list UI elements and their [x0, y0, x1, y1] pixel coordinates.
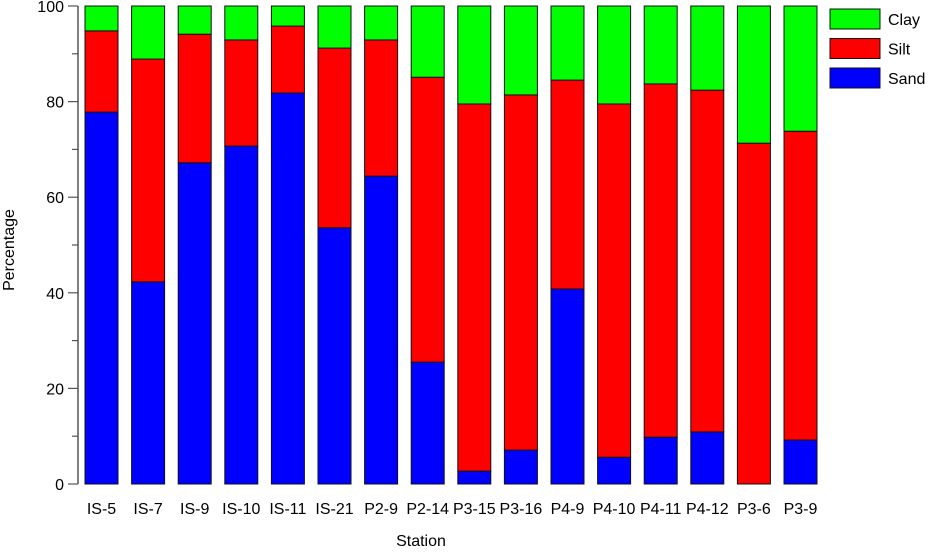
bar-sand-IS-5 [84, 111, 119, 485]
x-tick-label: IS-5 [87, 501, 116, 518]
bar-silt-IS-11 [270, 25, 305, 94]
bar-silt-P2-14 [410, 76, 445, 363]
bars-group [84, 5, 818, 485]
bar-silt-IS-9 [177, 33, 212, 164]
bar-clay-IS-11 [270, 5, 305, 27]
bar-clay-P3-6 [736, 5, 771, 144]
x-tick-label: P3-6 [737, 501, 771, 518]
bar-clay-IS-5 [84, 5, 119, 32]
y-tick-label: 0 [55, 477, 64, 494]
bar-sand-IS-11 [270, 92, 305, 485]
bar-sand-P3-15 [457, 470, 492, 485]
x-tick-label: P4-11 [640, 501, 682, 518]
bar-silt-IS-7 [131, 58, 166, 283]
bar-clay-IS-9 [177, 5, 212, 35]
y-tick-label: 60 [46, 190, 64, 207]
bar-silt-P3-6 [736, 142, 771, 485]
y-tick-label: 80 [46, 95, 64, 112]
bar-silt-IS-5 [84, 30, 119, 113]
bar-sand-P4-12 [690, 431, 725, 485]
bar-sand-P4-11 [643, 436, 678, 485]
x-tick-label: IS-11 [269, 501, 306, 518]
legend-label-clay: Clay [888, 12, 920, 29]
legend-label-silt: Silt [888, 42, 911, 59]
x-tick-label: P3-15 [453, 501, 496, 518]
bar-silt-P3-15 [457, 103, 492, 472]
bar-sand-P4-9 [550, 288, 585, 485]
x-tick-label: IS-7 [133, 501, 162, 518]
y-axis-title: Percentage [1, 209, 18, 291]
bar-sand-IS-21 [317, 227, 352, 485]
bar-silt-P3-9 [783, 130, 818, 441]
x-tick-label: P3-9 [784, 501, 818, 518]
x-tick-label: IS-9 [180, 501, 209, 518]
y-tick-label: 20 [46, 381, 64, 398]
bar-clay-P4-11 [643, 5, 678, 85]
bar-clay-P2-14 [410, 5, 445, 78]
bar-silt-P4-11 [643, 83, 678, 438]
legend: Clay Silt Sand [829, 8, 925, 89]
x-tick-label: P4-12 [686, 501, 729, 518]
y-axis: 0 20 40 60 80 100 [37, 0, 79, 494]
bar-silt-P4-9 [550, 79, 585, 290]
y-tick-label: 100 [37, 0, 64, 16]
bar-clay-P3-16 [503, 5, 538, 96]
bar-clay-P3-9 [783, 5, 818, 132]
x-axis-title: Station [396, 533, 446, 548]
y-tick-label: 40 [46, 286, 64, 303]
bar-sand-P2-9 [364, 175, 399, 485]
bar-clay-IS-7 [131, 5, 166, 60]
bar-clay-P2-9 [364, 5, 399, 41]
x-tick-labels: IS-5 IS-7 IS-9 IS-10 IS-11 IS-21 P2-9 P2-14 P3-1… [87, 501, 818, 518]
bar-sand-P2-14 [410, 361, 445, 485]
bar-clay-IS-10 [224, 5, 259, 41]
bar-sand-P3-9 [783, 439, 818, 485]
bar-silt-IS-21 [317, 47, 352, 229]
bar-clay-P3-15 [457, 5, 492, 105]
bar-clay-P4-9 [550, 5, 585, 81]
bar-clay-P4-12 [690, 5, 725, 91]
bar-sand-IS-10 [224, 145, 259, 485]
bar-silt-P2-9 [364, 39, 399, 177]
bar-silt-P3-16 [503, 94, 538, 451]
bar-sand-P4-10 [597, 456, 632, 485]
bar-sand-IS-7 [131, 281, 166, 485]
x-tick-label: IS-10 [222, 501, 260, 518]
x-tick-label: P2-14 [406, 501, 449, 518]
bar-sand-IS-9 [177, 162, 212, 485]
bar-clay-IS-21 [317, 5, 352, 49]
legend-swatch-sand [829, 67, 881, 89]
bar-sand-P3-16 [503, 449, 538, 485]
bar-clay-P4-10 [597, 5, 632, 105]
bar-silt-P4-12 [690, 89, 725, 433]
legend-swatch-clay [829, 8, 881, 30]
legend-label-sand: Sand [888, 71, 925, 88]
x-tick-label: IS-21 [315, 501, 353, 518]
x-tick-label: P4-10 [593, 501, 636, 518]
legend-swatch-silt [829, 38, 881, 59]
bar-silt-P4-10 [597, 103, 632, 458]
x-tick-label: P4-9 [551, 501, 585, 518]
x-tick-label: P2-9 [364, 501, 398, 518]
bar-silt-IS-10 [224, 39, 259, 147]
x-tick-label: P3-16 [500, 501, 543, 518]
